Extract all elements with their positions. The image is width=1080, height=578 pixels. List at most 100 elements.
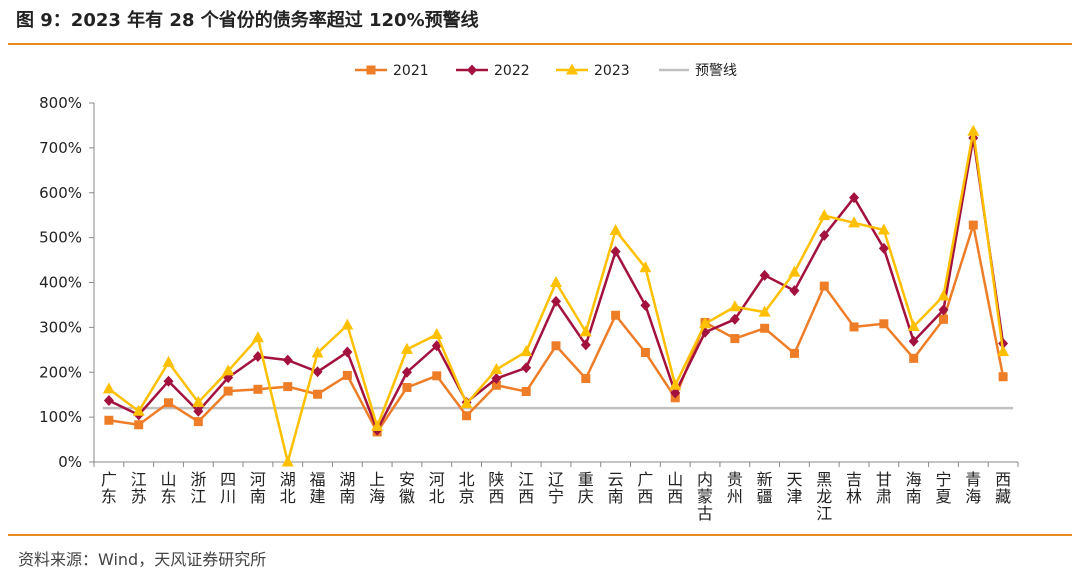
y-tick-label: 800% [39, 94, 82, 112]
data-point [581, 374, 591, 384]
data-point [879, 319, 889, 329]
data-point [281, 455, 294, 467]
x-tick-label: 安徽 [399, 470, 415, 506]
y-tick-label: 600% [39, 184, 82, 202]
data-point [908, 335, 919, 347]
y-tick-label: 100% [39, 408, 82, 426]
data-point [670, 387, 681, 399]
x-tick-label: 内蒙古 [697, 470, 713, 523]
data-point [998, 372, 1008, 382]
x-tick-label: 重庆 [578, 470, 594, 506]
series-line [108, 223, 1005, 434]
x-tick-label: 广西 [637, 470, 653, 506]
data-point [193, 405, 204, 417]
data-point [163, 375, 174, 387]
data-point [311, 346, 324, 358]
data-point [758, 305, 771, 317]
data-point [490, 363, 503, 375]
data-point [551, 341, 561, 351]
data-point [312, 366, 323, 378]
data-point [371, 420, 384, 432]
data-point [819, 229, 830, 241]
data-point [430, 328, 443, 340]
x-tick-label: 北京 [459, 470, 475, 506]
data-point [193, 417, 203, 427]
x-tick-label: 浙江 [190, 470, 206, 506]
data-point [104, 415, 114, 425]
data-point [609, 223, 622, 235]
x-tick-label: 河南 [250, 470, 266, 506]
legend-marker [566, 63, 578, 75]
data-point [103, 395, 114, 407]
x-tick-label: 四川 [220, 470, 236, 506]
data-point [789, 285, 800, 297]
legend-marker [467, 64, 477, 76]
data-point [551, 295, 561, 307]
data-point [878, 242, 889, 254]
x-tick-label: 上海 [369, 470, 385, 506]
data-point [401, 366, 412, 378]
data-point [967, 124, 980, 136]
data-point [907, 319, 920, 331]
data-point [938, 304, 949, 316]
data-point [729, 313, 740, 325]
data-point [997, 345, 1010, 357]
x-tick-label: 甘肃 [876, 470, 892, 506]
data-point [432, 371, 442, 381]
y-tick-label: 500% [39, 229, 82, 247]
data-point [728, 300, 741, 312]
source-note: 资料来源：Wind，天风证券研究所 [18, 550, 267, 569]
data-point [611, 310, 621, 320]
series-2023 [102, 124, 1010, 467]
data-point [759, 269, 770, 281]
data-point [222, 364, 235, 376]
data-point [818, 209, 831, 221]
data-point [134, 420, 144, 430]
data-point [848, 216, 861, 228]
legend-label: 2023 [594, 63, 630, 79]
data-point [669, 378, 682, 390]
data-point [192, 395, 205, 407]
data-point [341, 318, 354, 330]
data-point [849, 322, 859, 332]
x-tick-label: 天津 [786, 470, 802, 506]
data-point [610, 246, 621, 258]
x-tick-label: 山东 [161, 470, 177, 506]
legend: 2021 2022 2023 预警线 [355, 63, 737, 79]
data-point [102, 382, 115, 394]
data-point [164, 398, 174, 408]
data-point [550, 276, 562, 287]
data-point [251, 331, 264, 343]
data-point [460, 397, 473, 409]
x-tick-label: 辽宁 [548, 470, 564, 506]
x-tick-label: 贵州 [727, 470, 743, 506]
legend-item-threshold: 预警线 [659, 63, 737, 79]
x-tick-label: 山西 [667, 470, 683, 506]
data-point [313, 389, 323, 399]
x-tick-label: 宁夏 [935, 470, 951, 506]
data-point [909, 353, 919, 363]
data-point [223, 386, 233, 396]
x-tick-label: 云南 [608, 470, 624, 506]
x-tick-label: 新疆 [757, 470, 773, 506]
data-point [968, 220, 978, 230]
data-point [788, 265, 801, 277]
data-point [132, 404, 145, 416]
data-point [640, 348, 650, 358]
data-point [252, 351, 263, 363]
x-tick-label: 海南 [906, 470, 922, 506]
data-point [521, 387, 531, 397]
data-point [730, 334, 740, 344]
x-tick-label: 黑龙江 [816, 470, 832, 523]
figure-title: 图 9：2023 年有 28 个省份的债务率超过 120%预警线 [16, 10, 479, 31]
y-tick-label: 400% [39, 274, 82, 292]
x-tick-label: 广东 [101, 470, 117, 506]
data-point [640, 299, 651, 311]
data-point [937, 289, 950, 301]
data-point [579, 325, 592, 337]
legend-marker [366, 65, 376, 75]
x-tick-label: 湖北 [280, 470, 296, 506]
data-point [283, 382, 293, 392]
data-point [789, 348, 799, 358]
